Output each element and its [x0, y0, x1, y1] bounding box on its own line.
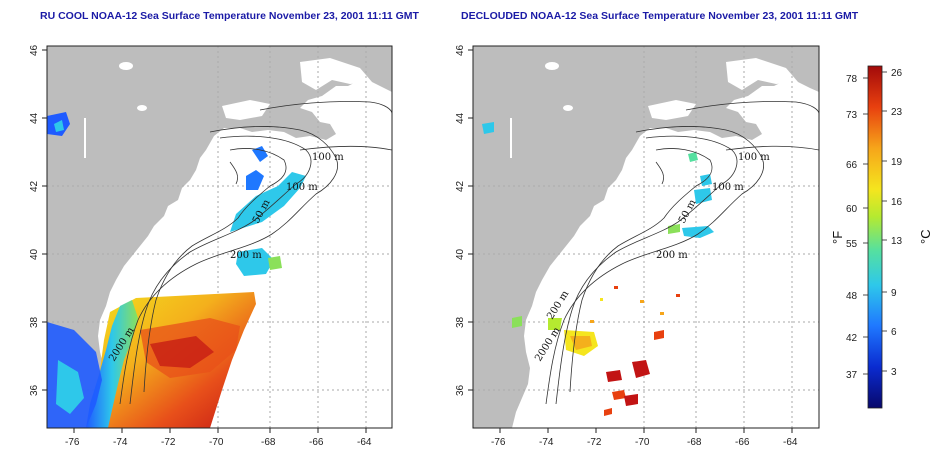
- colorbar-f-tick: 78: [846, 74, 858, 85]
- lat-tick: 44: [455, 112, 466, 124]
- lon-axis-right: -76 -74 -72 -70 -68 -66 -64: [491, 428, 798, 448]
- panel-title-right: DECLOUDED NOAA-12 Sea Surface Temperatur…: [461, 10, 859, 22]
- colorbar-f-tick: 66: [846, 160, 858, 171]
- colorbar-c-tick: 23: [891, 107, 903, 118]
- bathymetry-contours: [119, 101, 392, 405]
- lat-tick: 42: [455, 180, 466, 192]
- colorbar-f-tick: 48: [846, 291, 858, 302]
- lon-tick: -64: [357, 437, 372, 448]
- lake: [84, 118, 86, 158]
- lon-tick: -70: [635, 437, 650, 448]
- lat-tick: 36: [29, 384, 40, 396]
- lat-tick: 46: [455, 44, 466, 56]
- lon-tick: -70: [209, 437, 224, 448]
- bay-water: [648, 100, 696, 120]
- colorbar-c-tick: 6: [891, 327, 897, 338]
- lat-axis-right: 46 44 42 40 38 36: [455, 44, 473, 396]
- lon-tick: -74: [539, 437, 554, 448]
- lake: [119, 62, 133, 70]
- lat-tick: 44: [29, 112, 40, 124]
- colorbar-gradient: [867, 65, 883, 409]
- lake: [563, 105, 573, 111]
- land-mass: [47, 46, 392, 428]
- colorbar-f-tick: 73: [846, 110, 858, 121]
- lake: [137, 105, 147, 111]
- sst-data-left: [47, 112, 306, 428]
- colorbar-c-tick: 9: [891, 288, 897, 299]
- fahrenheit-unit-label: °F: [830, 231, 845, 244]
- panel-frame-left: [46, 45, 393, 429]
- colorbar-c-tick: 3: [891, 367, 897, 378]
- land-mass: [473, 46, 819, 428]
- contour-label: 200 m: [230, 250, 262, 261]
- map-panel-right: 100 m 100 m 50 m 200 m 200 m 2000 m: [473, 46, 819, 428]
- lon-tick: -66: [309, 437, 324, 448]
- lat-tick: 38: [455, 316, 466, 328]
- lon-axis-left: -76 -74 -72 -70 -68 -66 -64: [65, 428, 372, 448]
- lat-tick: 36: [455, 384, 466, 396]
- lon-tick: -64: [783, 437, 798, 448]
- colorbar-c-tick: 26: [891, 68, 903, 79]
- colorbar-c-tick: 19: [891, 157, 903, 168]
- lat-axis-left: 46 44 42 40 38 36: [29, 44, 47, 396]
- graticule: [47, 46, 392, 428]
- lon-tick: -72: [587, 437, 602, 448]
- sst-data-right: [482, 122, 714, 416]
- panel-title-left: RU COOL NOAA-12 Sea Surface Temperature …: [40, 10, 419, 22]
- bay-water: [222, 100, 270, 120]
- contour-label: 200 m: [656, 250, 688, 261]
- contour-label: 100 m: [738, 152, 770, 163]
- lat-tick: 42: [29, 180, 40, 192]
- lon-tick: -66: [735, 437, 750, 448]
- lat-tick: 38: [29, 316, 40, 328]
- lon-tick: -68: [687, 437, 702, 448]
- bathymetry-contours: [545, 101, 819, 405]
- lon-tick: -74: [113, 437, 128, 448]
- lat-tick: 46: [29, 44, 40, 56]
- celsius-unit-label: °C: [918, 229, 933, 244]
- colorbar-f-tick: 55: [846, 239, 858, 250]
- lon-tick: -76: [65, 437, 80, 448]
- panel-frame-right: [472, 45, 820, 429]
- map-panel-left: 100 m 100 m 50 m 200 m 2000 m: [47, 46, 392, 428]
- lat-tick: 40: [29, 248, 40, 260]
- colorbar-f-tick: 37: [846, 370, 858, 381]
- contour-label: 100 m: [712, 182, 744, 193]
- contour-label: 100 m: [312, 152, 344, 163]
- colorbar-f-tick: 60: [846, 204, 858, 215]
- colorbar-c-tick: 16: [891, 197, 903, 208]
- lake: [510, 118, 512, 158]
- lon-tick: -76: [491, 437, 506, 448]
- colorbar: 78 73 66 60 55 48 42 37 26 23 19 16 13 9…: [830, 65, 933, 409]
- colorbar-c-tick: 13: [891, 236, 903, 247]
- lon-tick: -68: [261, 437, 276, 448]
- lon-tick: -72: [161, 437, 176, 448]
- lat-tick: 40: [455, 248, 466, 260]
- lake: [545, 62, 559, 70]
- colorbar-f-tick: 42: [846, 333, 858, 344]
- contour-label: 100 m: [286, 182, 318, 193]
